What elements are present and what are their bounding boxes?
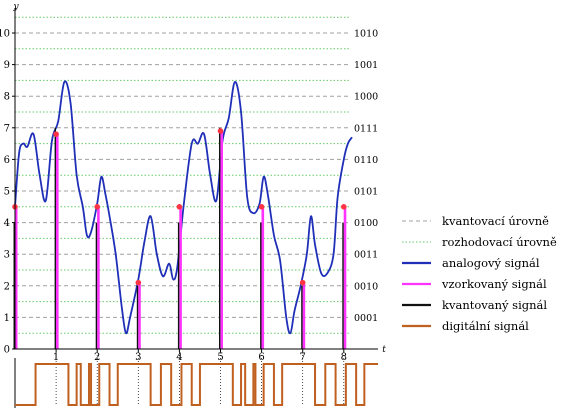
code-label: 1010 — [354, 29, 378, 40]
y-axis-label: y — [12, 2, 19, 12]
sample-point — [299, 279, 306, 286]
x-tick-label: 4 — [176, 352, 182, 363]
code-label: 0111 — [354, 123, 378, 134]
legend-label: kvantovaný signál — [442, 298, 547, 312]
x-tick-label: 8 — [341, 352, 347, 363]
legend: kvantovací úrovně rozhodovací úrovně analo… — [402, 214, 557, 333]
y-tick-label: 10 — [0, 29, 10, 40]
y-tick-label: 4 — [4, 218, 10, 229]
x-tick-label: 7 — [300, 352, 306, 363]
axes: 1010100110000111011001010100001100100001… — [0, 2, 386, 363]
code-label: 0011 — [354, 250, 378, 261]
sample-point — [53, 131, 59, 137]
sample-point — [341, 204, 347, 210]
y-tick-label: 0 — [4, 345, 10, 356]
legend-label: rozhodovací úrovně — [442, 235, 557, 249]
y-tick-label: 1 — [4, 313, 10, 324]
legend-label: kvantovací úrovně — [442, 214, 549, 228]
y-tick-label: 7 — [4, 123, 10, 134]
code-label: 0110 — [354, 155, 378, 166]
code-label: 1000 — [354, 92, 378, 103]
x-tick-label: 6 — [258, 352, 264, 363]
sample-point — [258, 204, 265, 210]
code-label: 0101 — [354, 187, 378, 198]
code-label: 0100 — [354, 218, 378, 229]
x-tick-label: 5 — [217, 352, 223, 363]
signals — [12, 80, 353, 349]
code-label: 1001 — [354, 60, 378, 71]
level-grid — [15, 16, 350, 405]
x-tick-label: 2 — [94, 352, 100, 363]
x-tick-label: 3 — [135, 352, 141, 363]
sample-point — [176, 204, 183, 210]
legend-label: digitální signál — [442, 319, 529, 333]
y-tick-label: 6 — [4, 155, 10, 166]
sample-point — [135, 279, 142, 286]
legend-label: vzorkovaný signál — [441, 277, 547, 291]
y-tick-label: 9 — [4, 60, 10, 71]
legend-label: analogový signál — [442, 256, 540, 270]
x-axis-label: t — [382, 345, 386, 355]
sample-point — [94, 204, 100, 210]
y-tick-label: 5 — [4, 187, 10, 198]
sample-point — [217, 128, 224, 134]
y-tick-label: 8 — [4, 92, 10, 103]
digital-signal-line — [15, 363, 378, 406]
x-tick-label: 1 — [53, 352, 59, 363]
code-label: 0010 — [354, 281, 378, 292]
digital-panel — [14, 358, 378, 408]
y-tick-label: 3 — [4, 250, 10, 261]
code-label: 0001 — [354, 313, 378, 324]
y-tick-label: 2 — [4, 281, 10, 292]
